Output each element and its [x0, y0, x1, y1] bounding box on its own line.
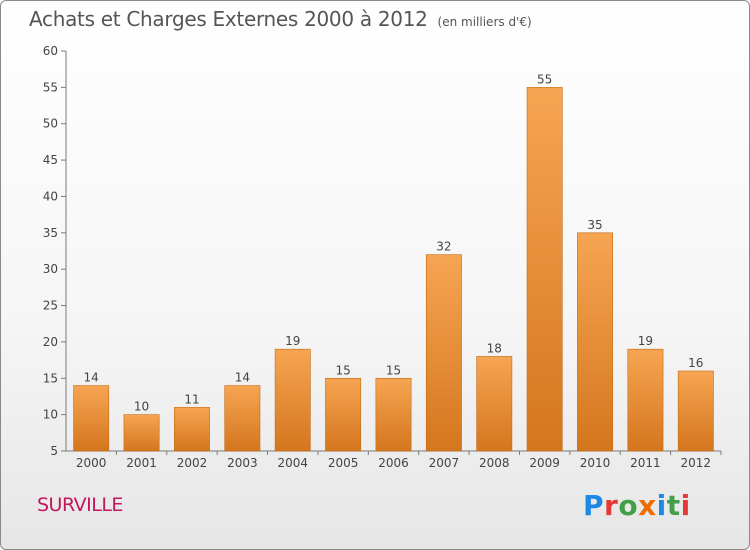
- x-tick-label: 2010: [580, 456, 611, 470]
- logo-letter: r: [604, 489, 619, 522]
- x-tick-label: 2007: [429, 456, 460, 470]
- y-tick-label: 20: [43, 335, 58, 349]
- y-tick-label: 50: [43, 117, 58, 131]
- bar-2002: [174, 407, 210, 452]
- bar-2003: [224, 385, 261, 452]
- value-label: 55: [537, 72, 552, 86]
- y-tick-label: 10: [43, 408, 58, 422]
- value-label: 10: [134, 400, 149, 414]
- chart-title-main: Achats et Charges Externes 2000 à 2012: [29, 7, 428, 31]
- commune-name: SURVILLE: [37, 494, 123, 516]
- y-tick-label: 40: [43, 189, 58, 203]
- value-label: 32: [436, 240, 451, 254]
- logo-letter: i: [680, 489, 691, 522]
- bar-2006: [375, 377, 412, 452]
- bar-2008: [476, 356, 513, 452]
- bar-2011: [627, 348, 664, 452]
- y-tick-label: 15: [43, 371, 58, 385]
- bar-2004: [274, 348, 311, 452]
- value-label: 35: [587, 218, 602, 232]
- value-label: 11: [184, 392, 199, 406]
- logo-letter: t: [666, 489, 681, 522]
- x-tick-label: 2002: [177, 456, 208, 470]
- bar-2001: [123, 414, 160, 452]
- x-tick-label: 2000: [76, 456, 107, 470]
- y-tick-label: 45: [43, 153, 58, 167]
- chart-bars: [73, 87, 714, 452]
- x-tick-label: 2003: [227, 456, 258, 470]
- x-tick-label: 2012: [681, 456, 712, 470]
- proxiti-logo[interactable]: Proxiti: [583, 489, 691, 522]
- y-tick-label: 30: [43, 262, 58, 276]
- chart-labels: 2000 14 2001 10 2002 11 2003 14 2004 19 2005 15 2006…: [76, 72, 711, 470]
- bar-2005: [325, 377, 362, 452]
- bar-2009: [526, 87, 563, 452]
- value-label: 15: [335, 363, 350, 377]
- x-tick-label: 2006: [378, 456, 409, 470]
- bar-2010: [577, 232, 613, 452]
- x-tick-label: 2008: [479, 456, 510, 470]
- logo-letter: i: [656, 489, 667, 522]
- y-tick-label: 35: [43, 226, 58, 240]
- y-tick-label: 55: [43, 80, 58, 94]
- value-label: 14: [235, 371, 250, 385]
- chart-title-unit: (en milliers d'€): [437, 15, 532, 29]
- x-tick-label: 2005: [328, 456, 359, 470]
- x-tick-label: 2009: [529, 456, 560, 470]
- logo-letter: x: [638, 489, 657, 522]
- value-label: 19: [285, 334, 300, 348]
- logo-letter: o: [618, 489, 639, 522]
- y-tick-label: 5: [50, 444, 58, 458]
- bar-2000: [73, 385, 110, 452]
- x-tick-label: 2001: [126, 456, 157, 470]
- y-tick-label: 25: [43, 299, 58, 313]
- value-label: 18: [487, 341, 502, 355]
- x-tick-label: 2011: [630, 456, 661, 470]
- logo-letter: P: [583, 489, 605, 522]
- value-label: 19: [638, 334, 653, 348]
- value-label: 14: [84, 371, 99, 385]
- bar-2007: [425, 254, 462, 452]
- value-label: 16: [688, 356, 703, 370]
- y-tick-label: 60: [43, 44, 58, 58]
- value-label: 15: [386, 363, 401, 377]
- chart-title: Achats et Charges Externes 2000 à 2012 (e…: [29, 7, 532, 31]
- x-tick-label: 2004: [277, 456, 308, 470]
- bar-2012: [677, 370, 714, 452]
